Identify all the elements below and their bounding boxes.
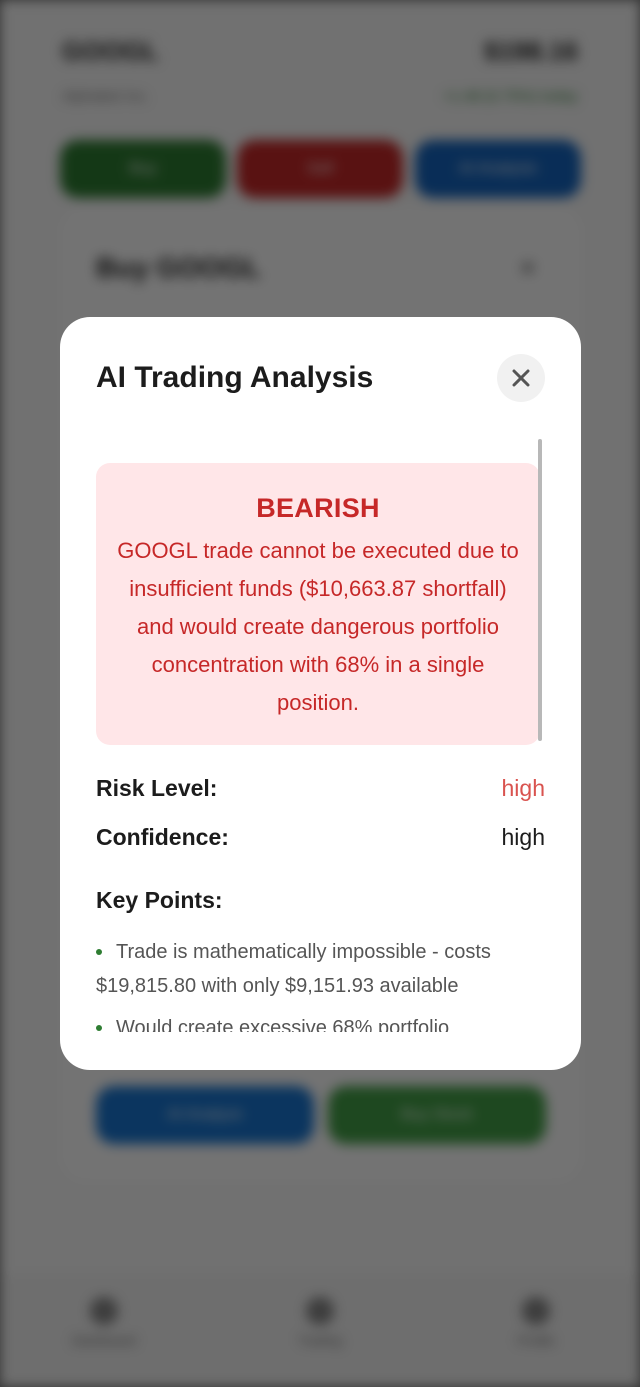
confidence-row: Confidence: high xyxy=(96,824,545,854)
confidence-label: Confidence: xyxy=(96,824,229,850)
scrollbar[interactable] xyxy=(538,439,542,741)
ai-analysis-modal: AI Trading Analysis BEARISH GOOGL trade … xyxy=(60,317,581,1070)
key-points-title: Key Points: xyxy=(96,887,223,913)
sentiment-summary: GOOGL trade cannot be executed due to in… xyxy=(117,538,519,715)
key-points-list: Trade is mathematically impossible - cos… xyxy=(96,935,536,1032)
list-item: Would create excessive 68% portfolio con… xyxy=(96,1011,536,1032)
key-point-text: Would create excessive 68% portfolio con… xyxy=(116,1017,450,1032)
key-point-text: Trade is mathematically impossible - cos… xyxy=(96,941,491,997)
analysis-scroll-area[interactable]: BEARISH GOOGL trade cannot be executed d… xyxy=(96,439,548,1032)
modal-title: AI Trading Analysis xyxy=(96,361,374,394)
list-item: Trade is mathematically impossible - cos… xyxy=(96,935,536,1003)
close-icon xyxy=(512,369,530,387)
risk-level-label: Risk Level: xyxy=(96,775,218,801)
close-button[interactable] xyxy=(497,354,545,402)
confidence-value: high xyxy=(501,824,545,850)
risk-level-value: high xyxy=(501,775,545,801)
sentiment-card: BEARISH GOOGL trade cannot be executed d… xyxy=(96,463,540,745)
bullet-icon xyxy=(96,1025,102,1031)
risk-level-row: Risk Level: high xyxy=(96,775,545,805)
bullet-icon xyxy=(96,949,102,955)
sentiment-label: BEARISH xyxy=(256,493,380,523)
